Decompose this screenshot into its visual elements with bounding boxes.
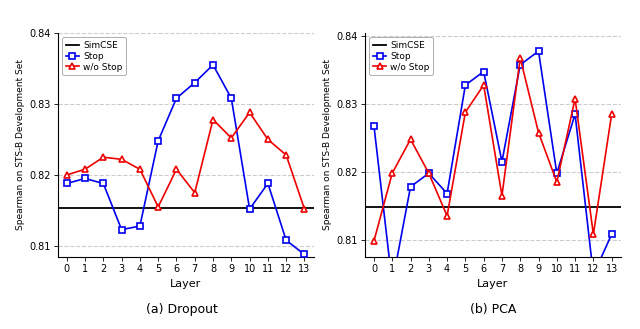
w/o Stop: [589, 232, 597, 236]
Stop: [608, 232, 616, 236]
w/o Stop: [136, 167, 144, 171]
Line: Stop: Stop: [64, 62, 307, 257]
Legend: SimCSE, Stop, w/o Stop: SimCSE, Stop, w/o Stop: [62, 38, 126, 75]
w/o Stop: [118, 157, 125, 161]
SimCSE: [63, 206, 70, 210]
w/o Stop: [498, 194, 506, 198]
w/o Stop: [388, 171, 396, 175]
w/o Stop: [461, 110, 469, 114]
w/o Stop: [264, 138, 272, 141]
Text: (a) Dropout: (a) Dropout: [147, 303, 218, 316]
w/o Stop: [608, 112, 616, 116]
Line: w/o Stop: w/o Stop: [371, 55, 614, 244]
w/o Stop: [81, 167, 89, 171]
w/o Stop: [480, 83, 488, 87]
w/o Stop: [370, 239, 378, 243]
Y-axis label: Spearman on STS-B Development Set: Spearman on STS-B Development Set: [323, 59, 332, 230]
Stop: [388, 282, 396, 286]
w/o Stop: [444, 214, 451, 218]
Stop: [154, 139, 162, 143]
w/o Stop: [191, 191, 198, 195]
w/o Stop: [406, 138, 414, 141]
Y-axis label: Spearman on STS-B Development Set: Spearman on STS-B Development Set: [16, 59, 25, 230]
Stop: [461, 83, 469, 87]
w/o Stop: [154, 205, 162, 209]
Line: w/o Stop: w/o Stop: [64, 110, 307, 212]
Stop: [498, 160, 506, 164]
w/o Stop: [534, 131, 542, 135]
Stop: [534, 49, 542, 53]
w/o Stop: [301, 207, 308, 211]
Stop: [81, 177, 89, 181]
Stop: [516, 63, 524, 67]
Stop: [191, 81, 198, 85]
Stop: [370, 124, 378, 128]
Stop: [301, 253, 308, 257]
w/o Stop: [572, 97, 579, 101]
Legend: SimCSE, Stop, w/o Stop: SimCSE, Stop, w/o Stop: [369, 38, 433, 75]
SimCSE: [388, 205, 396, 209]
w/o Stop: [516, 56, 524, 60]
w/o Stop: [173, 167, 180, 171]
Stop: [589, 273, 597, 277]
Stop: [209, 63, 217, 67]
X-axis label: Layer: Layer: [170, 279, 201, 289]
Stop: [118, 228, 125, 232]
Text: (b) PCA: (b) PCA: [470, 303, 516, 316]
Stop: [480, 69, 488, 73]
w/o Stop: [425, 171, 433, 175]
Stop: [406, 185, 414, 189]
Stop: [227, 96, 235, 100]
X-axis label: Layer: Layer: [477, 279, 508, 289]
Stop: [553, 171, 561, 175]
w/o Stop: [282, 153, 290, 157]
Stop: [246, 207, 253, 211]
Stop: [444, 191, 451, 195]
w/o Stop: [227, 136, 235, 140]
Stop: [136, 224, 144, 228]
Stop: [264, 182, 272, 186]
w/o Stop: [99, 155, 107, 159]
w/o Stop: [209, 117, 217, 121]
Stop: [572, 112, 579, 116]
SimCSE: [370, 205, 378, 209]
Stop: [282, 238, 290, 242]
w/o Stop: [63, 173, 70, 177]
SimCSE: [81, 206, 89, 210]
Stop: [173, 96, 180, 100]
Stop: [63, 182, 70, 186]
w/o Stop: [553, 180, 561, 184]
Stop: [425, 171, 433, 175]
Stop: [99, 182, 107, 186]
w/o Stop: [246, 111, 253, 114]
Line: Stop: Stop: [371, 48, 614, 287]
